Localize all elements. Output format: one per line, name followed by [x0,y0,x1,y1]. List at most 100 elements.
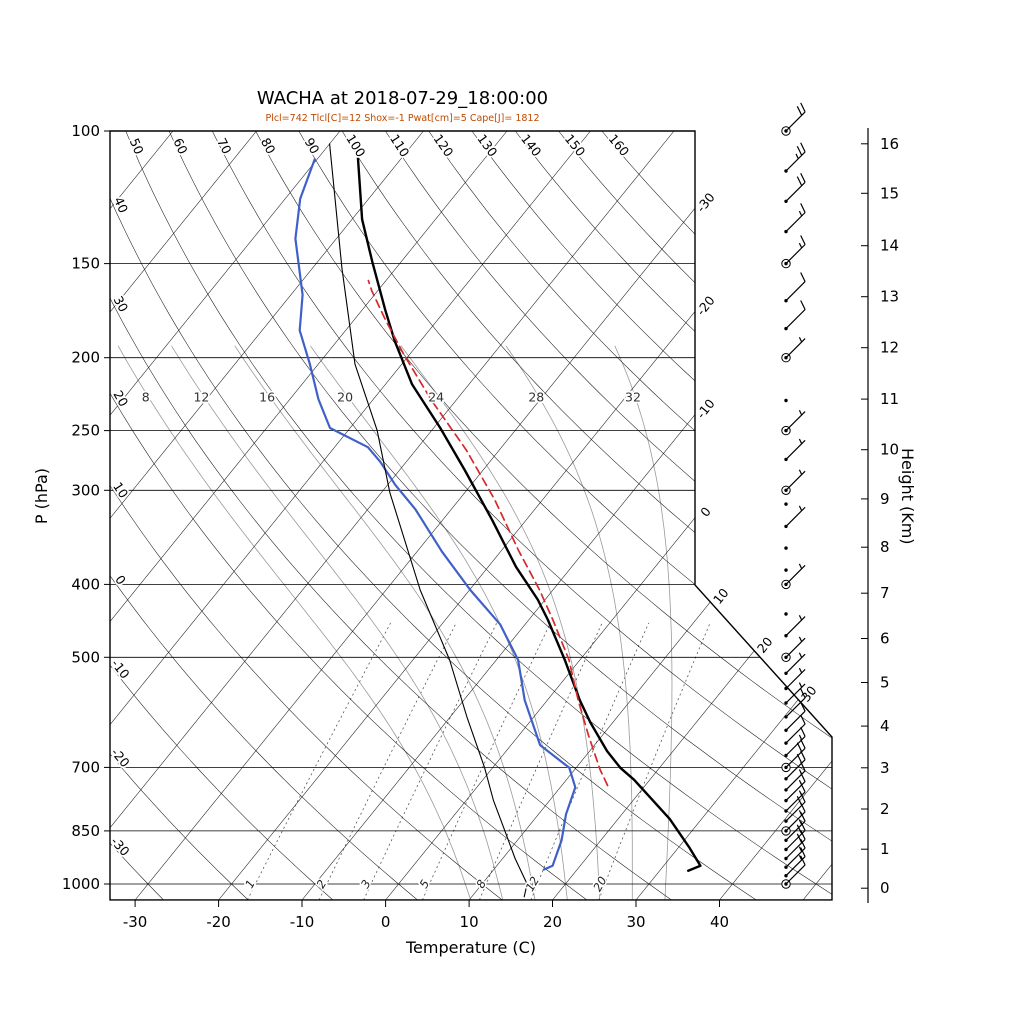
dry-adiabat-line [110,131,672,900]
wind-barb [784,203,806,234]
isotherm-line [552,131,832,900]
dry-adiabat-line [110,131,164,900]
wind-barb [781,855,806,889]
height-tick-label: 13 [880,288,899,306]
wind-barb [784,701,806,732]
dry-adiabat-line [341,131,832,900]
pressure-tick-label: 500 [71,648,100,666]
isotherm-line [301,131,832,900]
moist-adiabat-line [117,345,472,900]
temp-tick-label: -20 [206,913,231,931]
isotherm-line [635,131,832,900]
dry-adiabat-line [471,131,832,900]
isotherm-line [110,131,424,900]
isotherm-line [110,131,675,900]
temp-tick-label: -30 [123,913,148,931]
wind-barb [784,727,806,758]
chart-title: WACHA at 2018-07-29_18:00:00 [256,88,549,109]
wind-barb [784,272,806,303]
wind-barb [781,336,806,363]
wind-barb [784,546,788,550]
height-tick-label: 15 [880,184,899,202]
dry-adiabat-label: 30 [111,293,132,314]
moist-adiabat-line [400,345,601,900]
moist-adiabat-label: 28 [528,390,544,405]
wind-barb [784,568,788,572]
dry-adiabat-label: 120 [431,131,457,159]
moist-adiabat-label: 8 [142,390,150,405]
pressure-tick-label: 850 [71,822,100,840]
dewpoint-curve [294,158,577,871]
dry-adiabat-label: -20 [108,745,133,770]
height-tick-label: 3 [880,759,890,777]
reference-curve [329,143,528,898]
moist-adiabat-label: 32 [625,390,641,405]
temp-tick-label: 10 [460,913,479,931]
dry-adiabat-label: 70 [214,135,235,156]
wind-barb [784,761,806,792]
height-tick-label: 5 [880,674,890,692]
dry-adiabat-line [110,131,334,900]
mixing-ratio-label: 1 [242,877,258,890]
wind-barb [781,469,806,495]
pressure-tick-label: 700 [71,758,100,776]
mixing-ratio-line [530,622,650,900]
wind-barb [784,398,788,403]
isotherm-line [110,131,174,900]
dry-adiabat-line [428,131,832,900]
dry-adiabat-line [110,131,249,900]
height-tick-label: 4 [880,717,890,735]
mixing-ratio-line [247,622,391,900]
height-tick-label: 12 [880,339,899,357]
isotherm-line [110,131,257,900]
pressure-tick-label: 200 [71,349,100,367]
height-tick-label: 6 [880,630,890,648]
mixing-ratio-line [422,622,551,900]
pressure-axis-label: P (hPa) [32,468,51,525]
temperature-curve [356,145,702,872]
wind-barb [781,738,806,773]
wind-barb [784,682,806,705]
wind-barb [784,438,806,462]
wind-barb [784,847,806,878]
pressure-tick-label: 250 [71,422,100,440]
wind-barb [784,792,806,823]
dry-adiabat-label: 110 [387,131,413,159]
moist-adiabat-label: 12 [193,390,209,405]
temp-tick-label: 20 [543,913,562,931]
mixing-ratio-label: 2 [314,877,330,890]
isotherm-label: 0 [697,504,714,520]
wind-barb [784,667,806,691]
height-tick-label: 11 [880,390,899,408]
mixing-ratio-line [318,622,457,900]
wind-barb [784,505,806,529]
dry-adiabat-line [515,131,832,900]
dry-adiabat-line [125,131,832,900]
pressure-tick-label: 400 [71,575,100,593]
wind-barb [781,235,806,269]
height-tick-label: 14 [880,237,899,255]
wind-barb [781,409,806,436]
wind-barb [784,714,806,745]
dry-adiabat-label: 50 [127,136,147,157]
pressure-tick-label: 1000 [62,875,100,893]
isotherm-line [110,131,341,900]
dry-adiabat-label: 20 [110,388,131,409]
dry-adiabat-line [298,131,832,900]
isotherm-label: -20 [693,293,718,318]
wind-barb [784,688,806,719]
temp-tick-label: -10 [290,913,315,931]
dry-adiabat-line [110,131,588,900]
moist-adiabat-line [614,345,673,900]
mixing-ratio-label: 3 [358,877,374,890]
wind-barb [784,172,806,203]
dry-adiabat-label: 60 [170,136,190,157]
dry-adiabat-label: 10 [110,479,131,501]
wind-barb [781,102,806,136]
height-tick-label: 1 [880,840,890,858]
moist-adiabat-line [234,345,536,900]
moist-adiabat-line [505,345,633,900]
isotherm-label: 20 [754,634,776,656]
